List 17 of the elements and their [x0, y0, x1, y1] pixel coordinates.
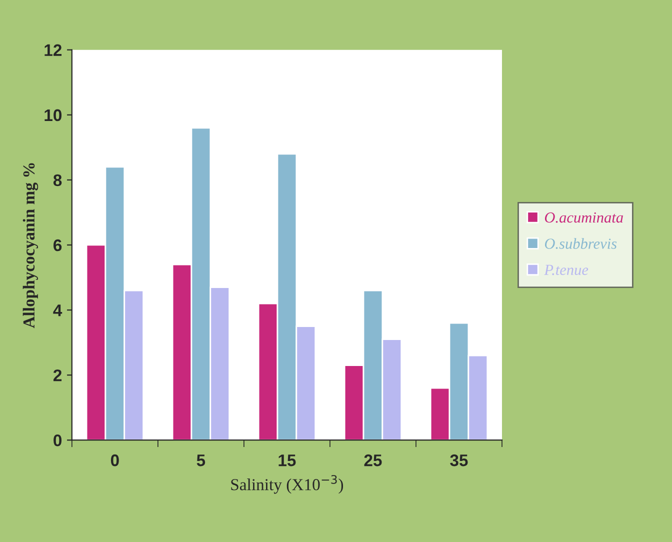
y-tick-label: 10 [44, 109, 62, 122]
y-tick-label: 4 [53, 304, 62, 316]
y-tick-label: 0 [54, 434, 62, 446]
x-tick-label: 0 [110, 454, 119, 466]
legend-label: O.acuminata [544, 212, 623, 223]
y-tick-label: 6 [54, 239, 62, 252]
x-tick-label: 35 [450, 454, 468, 466]
y-tick-label: 8 [53, 174, 62, 186]
legend-label: P.tenue [544, 264, 588, 276]
legend-label: O.subbrevis [544, 238, 617, 249]
x-tick-label: 25 [364, 454, 382, 466]
y-axis-title: Allophycocyanin mg % [22, 163, 38, 328]
y-tick-label: 12 [44, 44, 62, 56]
y-tick-label: 2 [53, 369, 62, 382]
x-tick-label: 5 [196, 454, 206, 466]
x-axis-title: Salinity (X10$^{−3}$) [231, 475, 344, 494]
x-tick-label: 15 [278, 454, 296, 466]
